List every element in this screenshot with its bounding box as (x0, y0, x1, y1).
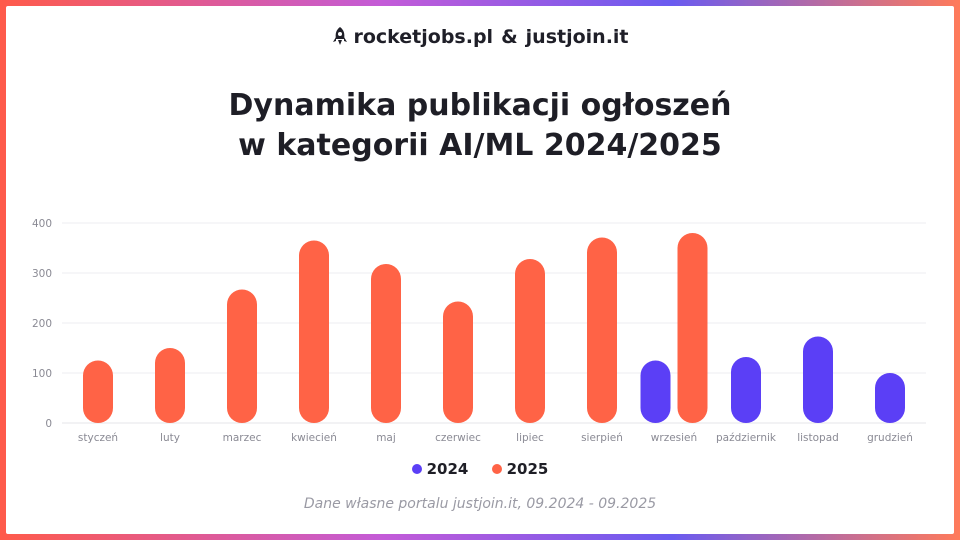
bar-2025-czerwiec[interactable] (443, 301, 473, 424)
justjoin-logo[interactable]: justjoin.it (525, 26, 629, 48)
legend-swatch-2024 (411, 464, 422, 474)
x-tick-label: sierpień (581, 432, 623, 444)
x-tick-label: marzec (223, 432, 262, 444)
bar-2025-marzec[interactable] (227, 289, 257, 424)
bar-2025-luty[interactable] (155, 348, 185, 423)
bar-2024-wrzesień[interactable] (640, 360, 671, 424)
y-tick-label: 400 (32, 218, 52, 230)
bar-2024-październik[interactable] (731, 357, 761, 423)
y-tick-label: 100 (32, 368, 52, 380)
bar-chart: 0 100 200 300 400 styczeń luty marzec kwiecień m… (32, 218, 926, 444)
chart-title: Dynamika publikacji ogłoszeń w kategorii… (0, 86, 960, 166)
y-tick-label: 300 (32, 268, 52, 280)
x-tick-label: grudzień (867, 432, 913, 444)
bar-2025-styczeń[interactable] (83, 360, 113, 424)
x-tick-label: lipiec (516, 432, 544, 444)
bar-2025-sierpień[interactable] (587, 237, 617, 424)
brand-header: rocketjobs.pl & justjoin.it (0, 26, 960, 51)
bar-2024-listopad[interactable] (803, 336, 833, 424)
x-tick-label: październik (716, 432, 777, 444)
x-tick-label: luty (160, 432, 180, 444)
y-axis-ticks: 0 100 200 300 400 (32, 218, 52, 430)
bar-2024-grudzień[interactable] (875, 373, 905, 423)
gridlines (62, 222, 926, 424)
x-tick-label: styczeń (78, 432, 118, 444)
legend-label-2025: 2025 (506, 460, 549, 478)
y-tick-label: 200 (32, 318, 52, 330)
legend-item-2024[interactable]: 2024 (411, 460, 469, 478)
title-line-1: Dynamika publikacji ogłoszeń (228, 88, 732, 123)
x-tick-label: kwiecień (291, 432, 337, 444)
rocketjobs-logo[interactable]: rocketjobs.pl (353, 26, 494, 48)
legend-label-2024: 2024 (426, 460, 469, 478)
bar-2025-maj[interactable] (371, 264, 401, 423)
rocket-icon (331, 26, 349, 51)
x-tick-label: maj (376, 432, 396, 444)
bar-2025-kwiecień[interactable] (299, 240, 329, 424)
bar-2025-wrzesień[interactable] (677, 233, 708, 423)
title-line-2: w kategorii AI/ML 2024/2025 (238, 128, 722, 163)
x-tick-label: wrzesień (651, 432, 697, 444)
x-tick-label: listopad (797, 432, 839, 444)
legend-item-2025[interactable]: 2025 (491, 460, 549, 478)
y-tick-label: 0 (45, 418, 52, 430)
x-axis-ticks: styczeń luty marzec kwiecień maj czerwiec lipi… (78, 432, 913, 444)
chart-card (6, 6, 954, 534)
x-tick-label: czerwiec (435, 432, 481, 444)
bar-2025-lipiec[interactable] (515, 259, 545, 423)
source-note: Dane własne portalu justjoin.it, 09.2024… (303, 496, 657, 512)
legend-swatch-2025 (491, 464, 502, 474)
bars (83, 233, 905, 423)
legend: 2024 2025 (0, 460, 960, 478)
ampersand: & (501, 26, 518, 48)
